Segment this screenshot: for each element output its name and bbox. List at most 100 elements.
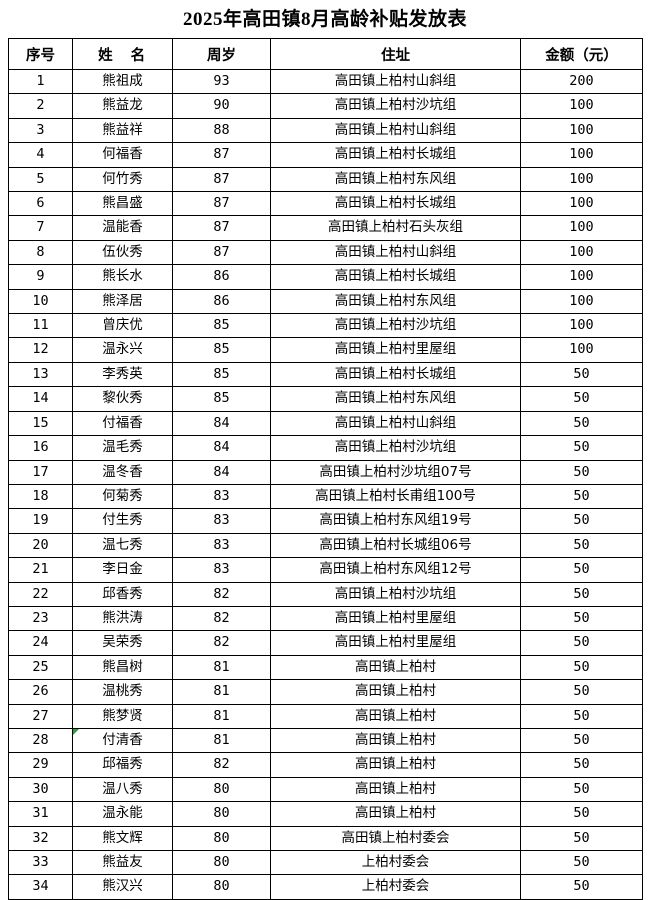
cell-index: 14 [8,386,73,412]
cell-age: 80 [172,776,271,803]
cell-amount: 100 [520,239,643,266]
cell-amount: 50 [520,605,643,632]
cell-index: 28 [8,727,73,754]
cell-name: 邱福秀 [72,752,173,778]
cell-age: 93 [172,68,271,95]
cell-address: 高田镇上柏村石头灰组 [270,215,521,241]
cell-address: 高田镇上柏村东风组 [270,166,521,193]
cell-name: 伍伙秀 [72,239,173,266]
cell-index: 19 [8,508,73,534]
cell-name: 温永能 [72,801,173,827]
cell-amount: 50 [520,679,643,705]
cell-name: 温能香 [72,215,173,241]
table-row: 10 熊泽居 86 高田镇上柏村东风组 100 [8,288,643,315]
table-row: 31 温永能 80 高田镇上柏村 50 [8,801,643,827]
cell-amount: 50 [520,630,643,656]
column-header-address: 住址 [270,38,521,70]
cell-address: 高田镇上柏村 [270,727,521,754]
cell-age: 86 [172,264,271,290]
cell-index: 1 [8,68,73,95]
cell-index: 30 [8,776,73,803]
cell-age: 85 [172,313,271,339]
cell-age: 81 [172,703,271,729]
cell-name: 李秀英 [72,361,173,388]
cell-age: 87 [172,142,271,168]
cell-address: 高田镇上柏村山斜组 [270,239,521,266]
cell-index: 16 [8,435,73,461]
cell-age: 82 [172,630,271,656]
cell-index: 33 [8,849,73,876]
table-row: 29 邱福秀 82 高田镇上柏村 50 [8,752,643,778]
cell-age: 83 [172,557,271,583]
cell-name: 熊汉兴 [72,874,173,900]
cell-name: 熊梦贤 [72,703,173,729]
cell-address: 高田镇上柏村沙坑组 [270,435,521,461]
cell-index: 22 [8,581,73,607]
table-container: 序号 姓 名 周岁 住址 金额（元） 1 熊祖成 93 高田镇上柏村山斜组 200 2 熊益… [0,38,650,900]
table-row: 32 熊文辉 80 高田镇上柏村委会 50 [8,825,643,852]
cell-index: 23 [8,605,73,632]
cell-index: 6 [8,191,73,217]
cell-age: 80 [172,825,271,852]
cell-index: 25 [8,654,73,681]
cell-index: 18 [8,483,73,510]
table-row: 28 付清香 81 高田镇上柏村 50 [8,727,643,754]
table-row: 16 温毛秀 84 高田镇上柏村沙坑组 50 [8,435,643,461]
cell-name: 熊泽居 [72,288,173,315]
subsidy-table: 序号 姓 名 周岁 住址 金额（元） 1 熊祖成 93 高田镇上柏村山斜组 200 2 熊益… [8,38,643,900]
cell-amount: 50 [520,557,643,583]
cell-index: 12 [8,337,73,363]
cell-address: 高田镇上柏村沙坑组 [270,93,521,119]
cell-name: 熊文辉 [72,825,173,852]
cell-amount: 50 [520,874,643,900]
table-row: 11 曾庆优 85 高田镇上柏村沙坑组 100 [8,313,643,339]
cell-index: 13 [8,361,73,388]
cell-amount: 50 [520,410,643,437]
table-body: 1 熊祖成 93 高田镇上柏村山斜组 200 2 熊益龙 90 高田镇上柏村沙坑组 100 3 熊益祥… [8,68,643,900]
cell-address: 高田镇上柏村里屋组 [270,337,521,363]
cell-address: 高田镇上柏村东风组 [270,288,521,315]
cell-name: 李日金 [72,557,173,583]
cell-address: 高田镇上柏村 [270,703,521,729]
cell-index: 29 [8,752,73,778]
cell-age: 80 [172,849,271,876]
cell-amount: 50 [520,825,643,852]
table-row: 21 李日金 83 高田镇上柏村东风组12号 50 [8,557,643,583]
cell-address: 高田镇上柏村东风组 [270,386,521,412]
table-row: 24 吴荣秀 82 高田镇上柏村里屋组 50 [8,630,643,656]
cell-name: 熊昌盛 [72,191,173,217]
cell-index: 11 [8,313,73,339]
cell-amount: 50 [520,386,643,412]
cell-age: 81 [172,679,271,705]
cell-amount: 50 [520,654,643,681]
cell-age: 84 [172,435,271,461]
cell-amount: 50 [520,727,643,754]
cell-name: 何竹秀 [72,166,173,193]
cell-name: 熊洪涛 [72,605,173,632]
title-band: 2025年高田镇8月高龄补贴发放表 [0,0,650,38]
cell-name: 吴荣秀 [72,630,173,656]
cell-name: 熊祖成 [72,68,173,95]
cell-name: 付清香 [72,727,173,754]
cell-age: 85 [172,337,271,363]
cell-address: 高田镇上柏村长城组 [270,142,521,168]
cell-amount: 100 [520,142,643,168]
cell-age: 83 [172,508,271,534]
cell-age: 87 [172,166,271,193]
cell-address: 高田镇上柏村东风组19号 [270,508,521,534]
cell-amount: 50 [520,459,643,485]
cell-name: 温七秀 [72,532,173,559]
table-row: 17 温冬香 84 高田镇上柏村沙坑组07号 50 [8,459,643,485]
table-header: 序号 姓 名 周岁 住址 金额（元） [8,38,643,70]
cell-address: 高田镇上柏村长城组 [270,361,521,388]
cell-age: 81 [172,654,271,681]
cell-index: 32 [8,825,73,852]
cell-amount: 50 [520,532,643,559]
cell-age: 87 [172,239,271,266]
table-row: 5 何竹秀 87 高田镇上柏村东风组 100 [8,166,643,193]
cell-index: 31 [8,801,73,827]
comment-indicator-icon [73,729,79,735]
cell-address: 高田镇上柏村长城组 [270,191,521,217]
cell-address: 高田镇上柏村沙坑组 [270,581,521,607]
cell-address: 高田镇上柏村山斜组 [270,68,521,95]
